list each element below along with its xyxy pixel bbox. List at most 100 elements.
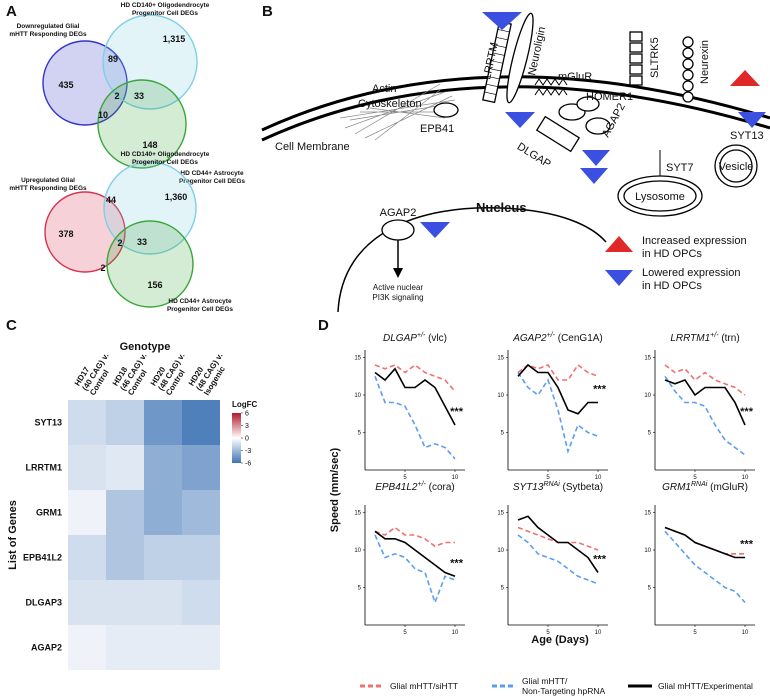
set-label: Downregulated Glial bbox=[17, 23, 80, 30]
panel-label: D bbox=[318, 317, 329, 334]
label: Cytoskeleton bbox=[358, 98, 422, 110]
data-line bbox=[517, 534, 599, 585]
y-tick-label: 15 bbox=[644, 511, 651, 517]
legend-symbol bbox=[605, 270, 633, 286]
row-label: AGAP2 bbox=[31, 643, 62, 653]
panel-label: A bbox=[6, 3, 17, 20]
colorbar-tick-label: -3 bbox=[245, 448, 251, 455]
stock-name: (Sytbeta) bbox=[560, 482, 603, 493]
region-count: 2 bbox=[114, 91, 119, 101]
gene-name: LRRTM1 bbox=[670, 333, 710, 344]
label: DLGAP bbox=[515, 141, 553, 171]
region-count: 2 bbox=[100, 263, 105, 273]
label: Nucleus bbox=[476, 200, 527, 215]
set-label: mHTT Responding DEGs bbox=[9, 31, 87, 38]
label: Active nuclear bbox=[373, 283, 424, 292]
label: SYT13 bbox=[730, 130, 764, 142]
row-label: SYT13 bbox=[34, 418, 62, 428]
region-count: 1,360 bbox=[165, 192, 188, 202]
stock-name: (vlc) bbox=[425, 333, 447, 344]
heatmap-cell bbox=[106, 580, 144, 625]
row-label: LRRTM1 bbox=[26, 463, 63, 473]
label: SYT7 bbox=[666, 162, 694, 174]
label: Lysosome bbox=[635, 191, 685, 203]
up-arrowhead bbox=[730, 70, 760, 86]
data-line bbox=[517, 363, 598, 415]
heatmap-cell bbox=[106, 400, 144, 445]
significance-label: *** bbox=[740, 539, 754, 551]
colorbar bbox=[232, 413, 241, 463]
actin-filaments bbox=[339, 83, 456, 141]
significance-label: *** bbox=[740, 406, 754, 418]
heatmap-cell bbox=[106, 445, 144, 490]
protein-icon bbox=[381, 219, 415, 241]
protein-icon bbox=[506, 12, 534, 104]
x-tick-label: 10 bbox=[452, 475, 459, 481]
set-label: Progenitor Cell DEGs bbox=[132, 10, 198, 17]
region-count: 435 bbox=[58, 80, 73, 90]
y-tick-label: 15 bbox=[497, 511, 504, 517]
genotype-superscript: +/- bbox=[547, 332, 556, 339]
down-arrowhead bbox=[738, 112, 766, 128]
down-arrowhead bbox=[580, 168, 608, 184]
y-tick-label: 15 bbox=[354, 356, 361, 362]
venn-circle bbox=[106, 220, 194, 308]
genotype-superscript: RNAi bbox=[691, 481, 708, 488]
row-label: GRM1 bbox=[36, 508, 62, 518]
protein-icon bbox=[433, 102, 459, 118]
protein-icon bbox=[585, 117, 611, 135]
y-tick-label: 5 bbox=[501, 431, 505, 437]
x-tick-label: 5 bbox=[546, 630, 550, 636]
heatmap-cell bbox=[182, 580, 220, 625]
x-tick-label: 5 bbox=[403, 630, 407, 636]
venn-diagram: HD CD140+ Oligodendrocyte Progenitor Cel… bbox=[9, 2, 245, 185]
panel-label: B bbox=[262, 3, 273, 20]
heatmap-cell bbox=[106, 490, 144, 535]
data-line bbox=[517, 363, 599, 381]
heatmap-cell bbox=[144, 625, 182, 670]
legend-label: Non-Targeting hpRNA bbox=[522, 686, 605, 696]
data-line bbox=[374, 367, 456, 426]
y-tick-label: 10 bbox=[644, 393, 651, 399]
y-tick-label: 5 bbox=[358, 586, 362, 592]
gene-name: SYT13 bbox=[513, 482, 544, 493]
heatmap-cell bbox=[106, 535, 144, 580]
data-line bbox=[517, 515, 599, 573]
x-tick-label: 5 bbox=[693, 475, 697, 481]
y-tick-label: 5 bbox=[648, 431, 652, 437]
chart-title: AGAP2+/- (CenG1A) bbox=[512, 332, 603, 344]
arrow bbox=[393, 268, 403, 278]
genotype-superscript: +/- bbox=[417, 332, 426, 339]
data-line bbox=[664, 379, 746, 426]
heatmap-cell bbox=[182, 445, 220, 490]
region-count: 89 bbox=[108, 54, 118, 64]
column-header: HD18(46 CAG) v.Control bbox=[111, 351, 149, 397]
significance-label: *** bbox=[450, 406, 464, 418]
colorbar-tick-label: 6 bbox=[245, 411, 249, 418]
heatmap-cell bbox=[68, 490, 106, 535]
heatmap-title: Genotype bbox=[120, 341, 171, 353]
label: Actin bbox=[372, 83, 396, 95]
heatmap-cell bbox=[68, 580, 106, 625]
colorbar-tick-label: 0 bbox=[245, 436, 249, 443]
significance-label: *** bbox=[450, 557, 464, 569]
axis-title: Age (Days) bbox=[531, 634, 589, 646]
protein-icon bbox=[682, 36, 694, 103]
gene-name: EPB41L2 bbox=[375, 482, 418, 493]
genotype-superscript: +/- bbox=[417, 481, 426, 488]
legend-label: Increased expression bbox=[642, 235, 747, 247]
legend-label: in HD OPCs bbox=[642, 248, 702, 260]
gene-name: GRM1 bbox=[662, 482, 691, 493]
y-tick-label: 10 bbox=[497, 393, 504, 399]
data-line bbox=[664, 364, 746, 396]
legend-symbol bbox=[605, 236, 633, 252]
legend-label: Glial mHTT/Experimental bbox=[658, 681, 753, 691]
venn-circle bbox=[44, 191, 126, 273]
x-tick-label: 5 bbox=[403, 475, 407, 481]
down-arrowhead bbox=[582, 150, 610, 166]
row-label: DLGAP3 bbox=[25, 598, 62, 608]
x-tick-label: 10 bbox=[742, 630, 749, 636]
genotype-superscript: RNAi bbox=[543, 481, 560, 488]
heatmap-cell bbox=[68, 400, 106, 445]
